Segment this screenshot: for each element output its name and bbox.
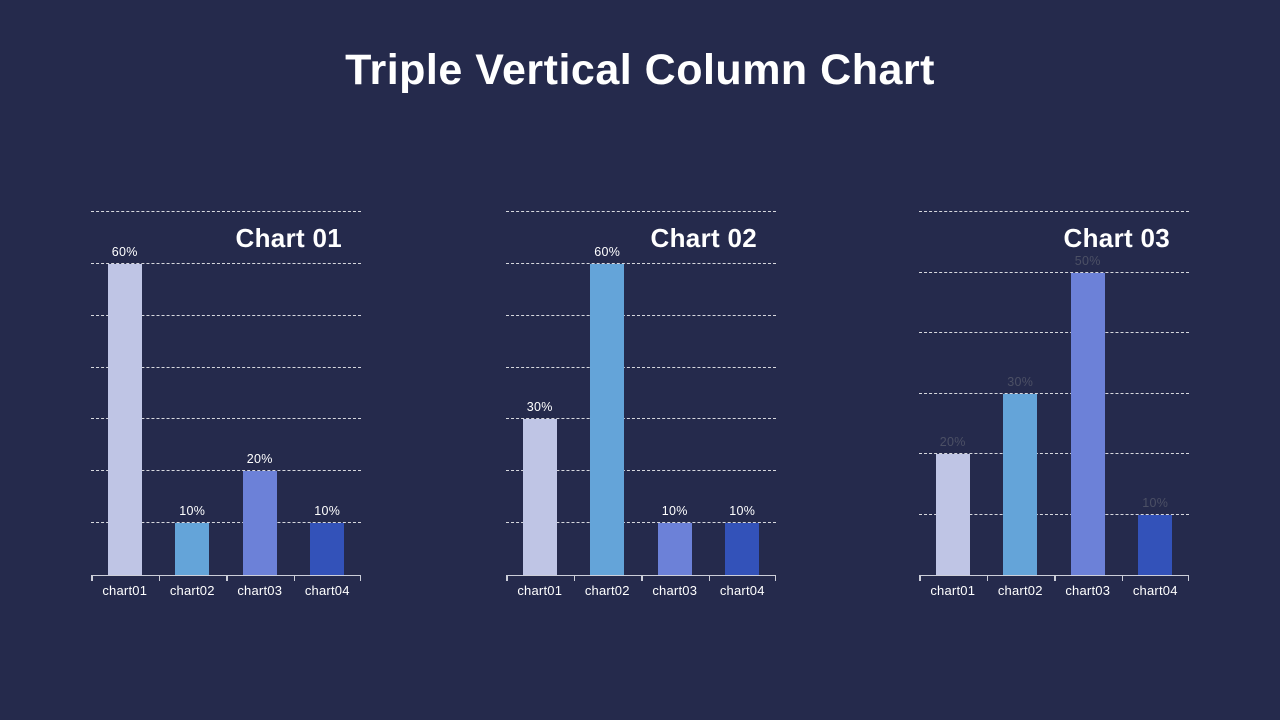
bar-value-label-chart02: 30% (1007, 374, 1034, 389)
axis-tick (1121, 575, 1123, 581)
gridline-70 (506, 211, 776, 212)
bar-value-label-chart03: 20% (246, 452, 273, 467)
gridline-60 (91, 262, 361, 264)
plot-area-chart-01: Chart 01 60% 10% 20% 10% (91, 211, 361, 581)
x-axis-label-chart02: chart02 (584, 583, 630, 598)
x-axis-label-chart01: chart01 (930, 583, 976, 598)
gridline-20 (506, 470, 776, 472)
gridline-40 (919, 332, 1189, 333)
bar-chart01 (522, 419, 557, 575)
x-axis-label-chart04: chart04 (719, 583, 765, 598)
bar-chart03 (1070, 272, 1105, 575)
x-axis-label-chart03: chart03 (237, 583, 283, 598)
x-axis-label-chart02: chart02 (997, 583, 1043, 598)
gridline-30 (506, 418, 776, 420)
axis-tick (774, 575, 776, 581)
bar-chart02 (175, 523, 210, 575)
gridline-50 (91, 314, 361, 316)
gridline-20 (91, 470, 361, 472)
gridline-10 (91, 522, 361, 524)
axis-tick (226, 575, 228, 581)
x-axis-label-chart04: chart04 (1132, 583, 1178, 598)
x-axis-label-chart03: chart03 (1065, 583, 1111, 598)
x-axis-labels-chart-03: chart01 chart02 chart03 chart04 (919, 583, 1189, 601)
bar-chart02 (1003, 393, 1038, 575)
x-axis-label-chart01: chart01 (102, 583, 148, 598)
bar-value-label-chart01: 20% (939, 435, 966, 449)
gridline-50 (919, 271, 1189, 273)
x-axis-labels-chart-02: chart01 chart02 chart03 chart04 (506, 583, 776, 601)
bar-chart04 (310, 523, 345, 575)
bar-value-label-chart04: 10% (729, 504, 756, 519)
x-axis-label-chart04: chart04 (304, 583, 350, 598)
gridline-40 (91, 366, 361, 368)
axis-tick (708, 575, 710, 581)
chart-chart-03: Chart 03 20% 30% 50% 10% chart01 chart02 chart0… (919, 211, 1189, 598)
bar-value-label-chart02: 60% (594, 244, 621, 259)
bar-chart03 (242, 471, 277, 575)
x-axis-label-chart03: chart03 (652, 583, 698, 598)
bar-chart03 (657, 523, 692, 575)
bar-value-label-chart03: 10% (661, 504, 688, 519)
bar-value-label-chart04: 10% (1142, 495, 1169, 510)
gridline-70 (91, 211, 361, 212)
x-axis-labels-chart-01: chart01 chart02 chart03 chart04 (91, 583, 361, 601)
gridline-10 (506, 522, 776, 524)
bar-chart01 (107, 263, 142, 575)
x-axis-label-chart01: chart01 (517, 583, 563, 598)
gridline-30 (919, 392, 1189, 394)
x-axis-chart-03 (919, 574, 1189, 581)
axis-tick (91, 575, 93, 581)
axis-tick (1054, 575, 1056, 581)
x-axis-chart-01 (91, 574, 361, 581)
chart-title-chart-03: Chart 03 (1063, 223, 1170, 253)
bar-chart01 (935, 454, 970, 575)
bar-value-label-chart01: 60% (111, 244, 138, 259)
chart-chart-01: Chart 01 60% 10% 20% 10% chart01 chart02 chart0… (91, 211, 361, 598)
plot-area-chart-03: Chart 03 20% 30% 50% 10% (919, 211, 1189, 581)
axis-tick (359, 575, 361, 581)
gridline-60 (919, 211, 1189, 212)
chart-chart-02: Chart 02 30% 60% 10% 10% chart01 chart02 chart0… (506, 211, 776, 598)
bar-value-label-chart02: 10% (179, 504, 206, 519)
axis-tick (158, 575, 160, 581)
gridline-40 (506, 366, 776, 368)
x-axis-label-chart02: chart02 (169, 583, 215, 598)
gridline-60 (506, 262, 776, 264)
chart-title-chart-02: Chart 02 (650, 223, 757, 253)
gridline-20 (919, 453, 1189, 454)
bar-chart04 (725, 523, 760, 575)
plot-area-chart-02: Chart 02 30% 60% 10% 10% (506, 211, 776, 581)
axis-tick (986, 575, 988, 581)
slide-title: Triple Vertical Column Chart (345, 46, 935, 94)
bar-value-label-chart03: 50% (1074, 253, 1101, 268)
gridline-30 (91, 418, 361, 420)
gridline-10 (919, 513, 1189, 515)
axis-tick (293, 575, 295, 581)
bar-value-label-chart01: 30% (526, 400, 553, 415)
bar-chart02 (590, 263, 625, 575)
axis-tick (1187, 575, 1189, 581)
axis-tick (506, 575, 508, 581)
axis-tick (919, 575, 921, 581)
chart-title-chart-01: Chart 01 (235, 223, 342, 253)
x-axis-chart-02 (506, 574, 776, 581)
gridline-50 (506, 314, 776, 316)
axis-tick (573, 575, 575, 581)
axis-tick (641, 575, 643, 581)
bar-chart04 (1138, 514, 1173, 575)
bar-value-label-chart04: 10% (314, 504, 341, 519)
